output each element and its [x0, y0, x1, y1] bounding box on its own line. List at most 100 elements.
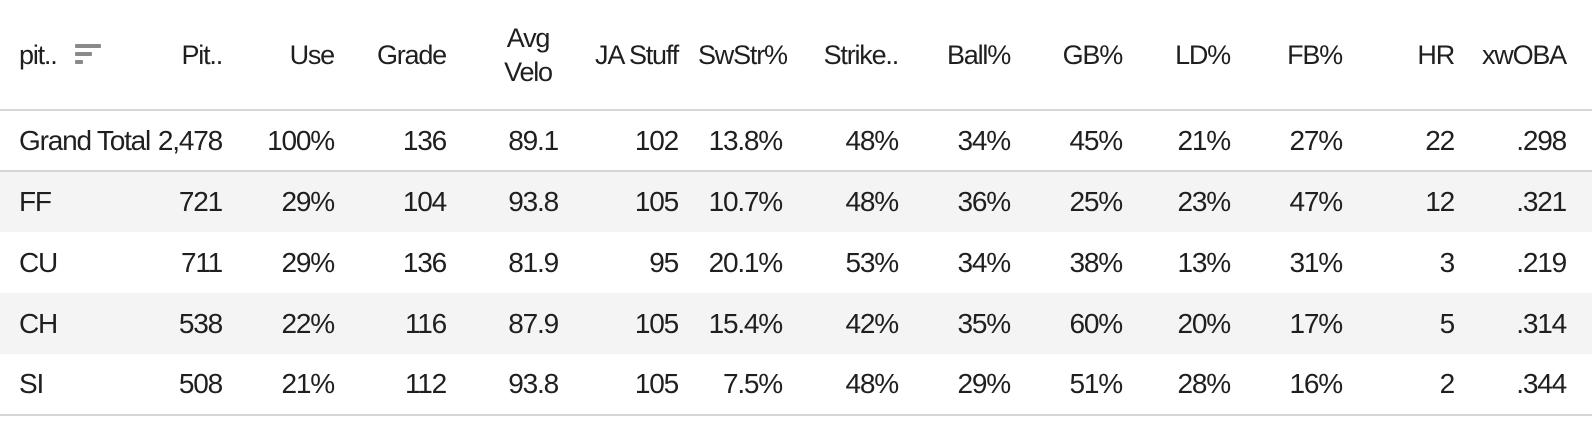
table-cell: 116	[404, 307, 447, 339]
table-cell: 31%	[1289, 246, 1344, 278]
table-cell: 34%	[957, 246, 1012, 278]
table-cell: 136	[402, 246, 447, 278]
column-header-ja-stuff[interactable]: JA Stuff	[582, 0, 698, 111]
column-header-fb[interactable]: FB%	[1254, 0, 1366, 111]
table-cell: 12	[1425, 186, 1455, 217]
table-cell: 15.4%	[708, 307, 784, 339]
table-cell: 29%	[922, 354, 1034, 416]
table-row: FF 721 29% 104 93.8 105 10.7% 48% 36% 25…	[0, 171, 1592, 232]
table-cell: 36%	[957, 186, 1012, 217]
table-cell: 21%	[246, 354, 358, 416]
table-cell: 23%	[1177, 186, 1232, 217]
table-cell: 3	[1439, 246, 1456, 278]
column-header-label: Avg Velo	[504, 22, 553, 87]
table-cell: 45%	[1034, 110, 1146, 172]
table-cell: FF	[19, 186, 52, 217]
table-cell: 53%	[845, 246, 900, 278]
column-header-label: JA Stuff	[595, 39, 679, 70]
table-cell: 51%	[1034, 354, 1146, 416]
column-header-label: Use	[289, 39, 336, 70]
table-cell: 60%	[1069, 307, 1124, 339]
table-cell: 81.9	[508, 246, 559, 278]
table-row: SI 508 21% 112 93.8 105 7.5% 48% 29% 51%…	[0, 354, 1592, 416]
table-cell: 2,478	[150, 110, 246, 172]
table-cell: 48%	[810, 110, 922, 172]
column-header-pitch-type[interactable]: pit..	[0, 0, 150, 111]
table-cell: 47%	[1289, 186, 1344, 217]
column-header-ld[interactable]: LD%	[1146, 0, 1254, 111]
table-cell: 34%	[922, 110, 1034, 172]
table-row-grand-total: Grand Total 2,478 100% 136 89.1 102 13.8…	[0, 110, 1592, 172]
table-cell: 20%	[1177, 307, 1232, 339]
column-header-label: LD%	[1175, 39, 1231, 70]
column-header-hr[interactable]: HR	[1366, 0, 1478, 111]
table-cell: 95	[649, 246, 679, 278]
table-cell: 42%	[845, 307, 900, 339]
table-cell: 102	[582, 110, 698, 172]
table-cell: 105	[634, 186, 679, 217]
column-header-gb[interactable]: GB%	[1034, 0, 1146, 111]
column-header-pitches[interactable]: Pit..	[150, 0, 246, 111]
table-cell: 17%	[1289, 307, 1344, 339]
table-cell: 25%	[1069, 186, 1124, 217]
column-header-xwoba[interactable]: xwOBA	[1478, 0, 1592, 111]
table-cell: 89.1	[470, 110, 582, 172]
table-cell: 112	[358, 354, 470, 416]
table-cell: 21%	[1146, 110, 1254, 172]
column-header-ball[interactable]: Ball%	[922, 0, 1034, 111]
column-header-label: pit..	[19, 39, 58, 70]
column-header-use[interactable]: Use	[246, 0, 358, 111]
table-header: pit.. Pit.. Use Grade Avg Velo JA Stuff …	[0, 0, 1592, 111]
table-cell: 104	[402, 186, 447, 217]
column-header-label: HR	[1417, 39, 1455, 70]
table-cell: 38%	[1069, 246, 1124, 278]
table-cell: 2	[1366, 354, 1478, 416]
column-header-label: GB%	[1062, 39, 1124, 70]
column-header-label: SwStr%	[698, 39, 788, 70]
table-cell: 48%	[845, 186, 900, 217]
table-cell: 28%	[1146, 354, 1254, 416]
table-cell: 22%	[281, 307, 336, 339]
table-cell: SI	[0, 354, 150, 416]
table-cell: CU	[19, 246, 58, 278]
table-cell: .321	[1516, 186, 1567, 217]
column-header-strike[interactable]: Strike..	[810, 0, 922, 111]
table-cell: 105	[634, 307, 679, 339]
table-cell: 35%	[957, 307, 1012, 339]
table-cell: 10.7%	[708, 186, 784, 217]
table-cell: CH	[19, 307, 58, 339]
sort-descending-icon[interactable]	[74, 42, 101, 66]
table-cell: 93.8	[508, 186, 559, 217]
column-header-label: xwOBA	[1481, 39, 1567, 70]
table-cell: .298	[1478, 110, 1592, 172]
table-cell: 711	[180, 246, 223, 278]
table-cell: 20.1%	[708, 246, 784, 278]
table-cell: 538	[178, 307, 223, 339]
table-cell: 87.9	[508, 307, 559, 339]
column-header-label: Ball%	[946, 39, 1011, 70]
table-cell: 93.8	[470, 354, 582, 416]
column-header-grade[interactable]: Grade	[358, 0, 470, 111]
table-cell: 13%	[1177, 246, 1232, 278]
table-cell: 508	[150, 354, 246, 416]
pitch-stats-table: pit.. Pit.. Use Grade Avg Velo JA Stuff …	[0, 0, 1592, 416]
column-header-label: FB%	[1287, 39, 1343, 70]
table-cell: 721	[178, 186, 223, 217]
table-cell: 27%	[1254, 110, 1366, 172]
column-header-swstr[interactable]: SwStr%	[698, 0, 810, 111]
column-header-label: Pit..	[181, 39, 223, 70]
table-cell: 22	[1366, 110, 1478, 172]
table-row: CH 538 22% 116 87.9 105 15.4% 42% 35% 60…	[0, 293, 1592, 354]
table-cell: 105	[582, 354, 698, 416]
table-row: CU 711 29% 136 81.9 95 20.1% 53% 34% 38%…	[0, 232, 1592, 293]
table-cell: 13.8%	[698, 110, 810, 172]
column-header-label: Grade	[376, 39, 447, 70]
table-cell: 16%	[1254, 354, 1366, 416]
table-cell: 5	[1439, 307, 1456, 339]
column-header-avg-velo[interactable]: Avg Velo	[470, 0, 582, 111]
table-body: Grand Total 2,478 100% 136 89.1 102 13.8…	[0, 110, 1592, 416]
table-cell: 29%	[281, 186, 336, 217]
table-cell: 48%	[810, 354, 922, 416]
table-cell: 136	[358, 110, 470, 172]
